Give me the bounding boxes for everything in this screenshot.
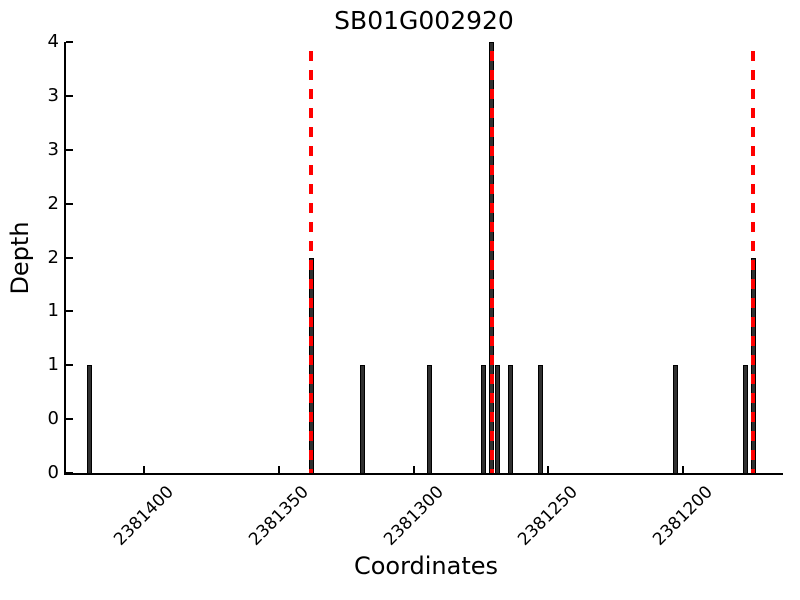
depth-bar bbox=[494, 365, 500, 475]
red-dashed-line bbox=[489, 50, 494, 473]
depth-bar bbox=[742, 365, 748, 475]
y-tick-label: 2 bbox=[47, 192, 59, 214]
x-tick bbox=[277, 466, 280, 473]
x-tick bbox=[682, 466, 685, 473]
x-tick-label: 2381350 bbox=[244, 482, 313, 550]
y-tick bbox=[66, 94, 73, 97]
y-axis-line bbox=[64, 42, 66, 475]
x-axis-label: Coordinates bbox=[353, 552, 499, 580]
y-tick bbox=[66, 256, 73, 259]
y-tick bbox=[66, 418, 73, 421]
red-dashed-line bbox=[309, 50, 313, 473]
x-tick-label: 2381300 bbox=[379, 482, 448, 550]
y-tick-label: 2 bbox=[47, 246, 59, 268]
y-tick bbox=[66, 148, 73, 151]
red-dashed-line bbox=[751, 50, 756, 473]
y-tick bbox=[66, 310, 73, 313]
y-tick-label: 1 bbox=[47, 354, 59, 376]
x-tick bbox=[547, 466, 550, 473]
y-tick bbox=[66, 472, 73, 474]
x-tick-label: 2381400 bbox=[109, 482, 178, 550]
depth-bar bbox=[508, 365, 514, 475]
chart-title: SB01G002920 bbox=[334, 6, 514, 35]
y-tick bbox=[66, 41, 73, 43]
y-tick-label: 3 bbox=[47, 138, 59, 160]
x-tick-label: 2381200 bbox=[649, 482, 718, 550]
y-tick-label: 4 bbox=[47, 31, 59, 52]
depth-bar bbox=[359, 365, 365, 475]
depth-bar bbox=[87, 365, 93, 475]
x-tick-label: 2381250 bbox=[514, 482, 583, 550]
y-tick bbox=[66, 202, 73, 205]
x-axis-line bbox=[64, 473, 783, 475]
y-tick-label: 3 bbox=[47, 84, 59, 106]
x-tick bbox=[412, 466, 415, 473]
depth-bar bbox=[537, 365, 543, 475]
y-tick-label: 0 bbox=[47, 408, 59, 430]
depth-bar bbox=[481, 365, 487, 475]
depth-bar bbox=[672, 365, 678, 475]
depth-bar bbox=[427, 365, 433, 475]
y-tick-label: 0 bbox=[47, 462, 59, 483]
x-tick bbox=[142, 466, 145, 473]
y-tick-label: 1 bbox=[47, 300, 59, 322]
y-tick bbox=[66, 364, 73, 367]
